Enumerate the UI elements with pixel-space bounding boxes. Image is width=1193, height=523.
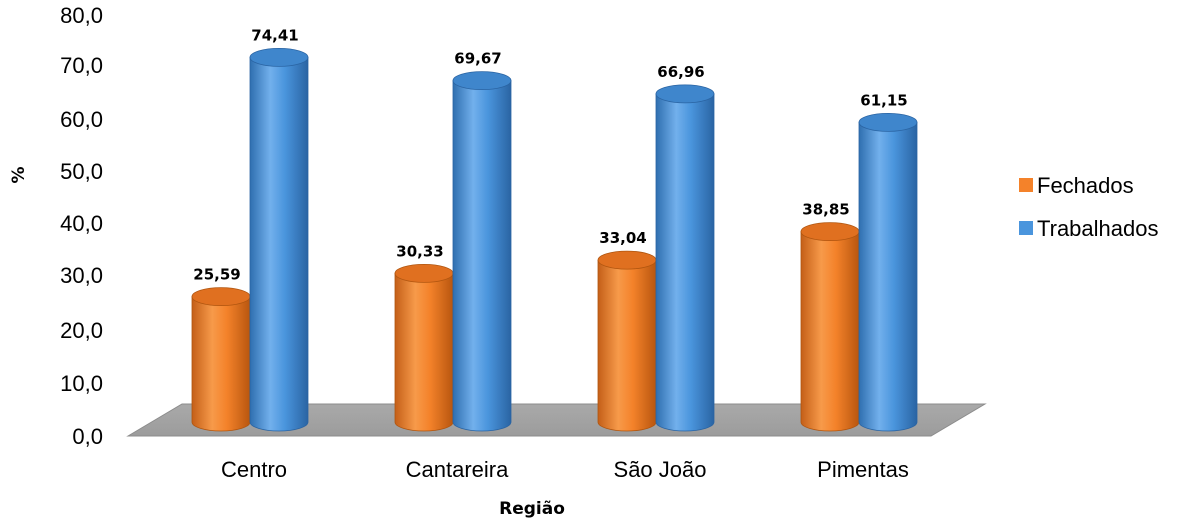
data-label: 74,41 (251, 26, 298, 44)
y-tick-label: 20,0 (60, 318, 103, 343)
data-label: 69,67 (454, 50, 501, 68)
y-tick-label: 10,0 (60, 371, 103, 396)
legend: Fechados Trabalhados (1019, 173, 1158, 241)
legend-label-fechados: Fechados (1037, 173, 1134, 198)
bar-fechados-1 (394, 263, 454, 432)
data-labels-group: 25,59 74,41 30,33 69,67 33,04 66,96 38,85 61,15 (193, 26, 907, 283)
data-label: 66,96 (657, 63, 704, 81)
y-tick-label: 50,0 (60, 159, 103, 184)
data-label: 61,15 (860, 91, 907, 109)
bar-fechados-2 (597, 250, 657, 432)
chart-floor (126, 403, 987, 437)
y-tick-label: 30,0 (60, 263, 103, 288)
x-category-label: São João (614, 457, 707, 482)
bar-fechados-3 (800, 222, 860, 432)
bar-trabalhados-2 (655, 84, 715, 432)
x-category-label: Cantareira (406, 457, 509, 482)
y-tick-label: 0,0 (72, 424, 103, 449)
bar-trabalhados-1 (452, 71, 512, 432)
y-axis-title: % (9, 166, 29, 183)
bar-trabalhados-0 (249, 47, 309, 432)
data-label: 38,85 (802, 201, 849, 219)
legend-swatch-fechados (1019, 178, 1033, 192)
bar-trabalhados-3 (858, 112, 918, 432)
data-label: 30,33 (396, 242, 443, 260)
data-label: 33,04 (599, 229, 646, 247)
legend-swatch-trabalhados (1019, 221, 1033, 235)
y-axis-ticks: 0,0 10,0 20,0 30,0 40,0 50,0 60,0 70,0 80,0 (60, 3, 103, 449)
y-tick-label: 40,0 (60, 211, 103, 236)
data-label: 25,59 (193, 266, 240, 284)
x-category-label: Pimentas (817, 457, 909, 482)
x-category-label: Centro (221, 457, 287, 482)
y-tick-label: 80,0 (60, 3, 103, 28)
legend-label-trabalhados: Trabalhados (1037, 216, 1158, 241)
y-tick-label: 70,0 (60, 53, 103, 78)
bars-group (191, 47, 918, 432)
x-axis-title: Região (499, 499, 565, 519)
x-axis-categories: Centro Cantareira São João Pimentas (221, 457, 909, 482)
y-tick-label: 60,0 (60, 107, 103, 132)
bar-fechados-0 (191, 287, 251, 432)
